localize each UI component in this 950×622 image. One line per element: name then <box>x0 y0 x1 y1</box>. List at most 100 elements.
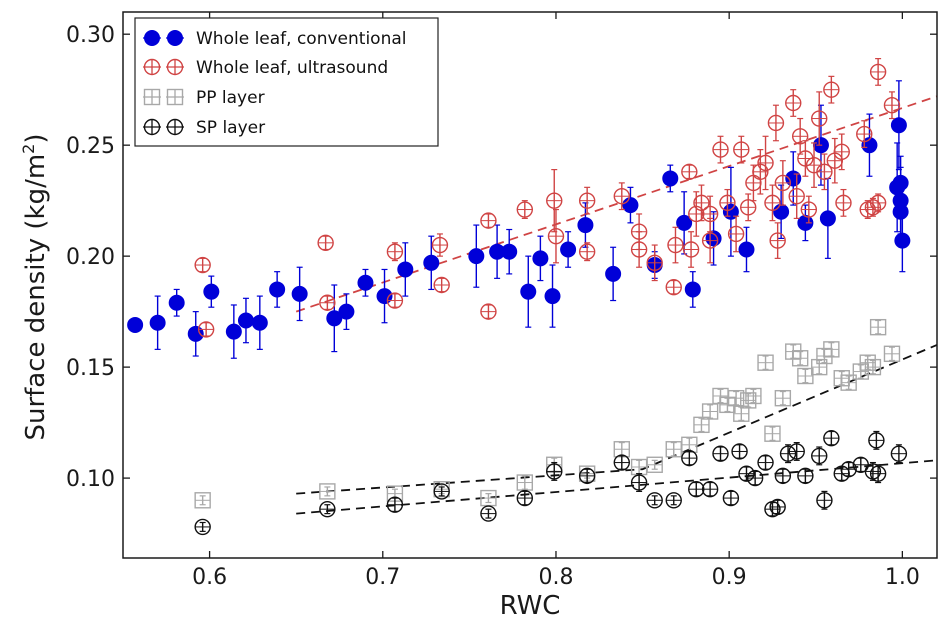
data-marker <box>681 163 698 181</box>
data-point <box>757 354 774 371</box>
data-marker-shape <box>811 447 828 465</box>
data-point <box>890 444 908 464</box>
data-marker <box>774 174 792 192</box>
data-marker <box>646 492 663 509</box>
legend-symbol-shape <box>143 58 161 76</box>
data-marker-shape <box>788 443 805 460</box>
data-marker-shape <box>868 432 885 449</box>
data-marker <box>757 354 774 371</box>
data-point <box>646 244 663 282</box>
data-marker-shape <box>544 288 561 305</box>
data-point <box>774 467 792 485</box>
data-point <box>149 295 166 350</box>
y-axis-title-space <box>21 230 51 238</box>
data-marker-shape <box>613 454 630 471</box>
data-point <box>701 480 719 498</box>
data-marker-shape <box>187 325 204 342</box>
data-marker-shape <box>774 174 792 192</box>
data-marker <box>605 265 622 282</box>
data-point <box>816 490 833 510</box>
data-marker-shape <box>769 498 786 516</box>
data-point <box>127 316 144 333</box>
data-marker <box>431 236 449 254</box>
data-marker <box>788 188 805 205</box>
y-axis-title: Surface density (kg/m2) <box>19 133 51 440</box>
data-marker-shape <box>338 303 355 320</box>
data-marker-shape <box>693 416 710 434</box>
data-marker <box>578 243 596 260</box>
data-marker <box>791 128 809 145</box>
data-marker <box>811 110 828 127</box>
data-point <box>578 467 596 485</box>
data-marker-shape <box>560 241 577 258</box>
data-point <box>701 195 719 233</box>
data-marker <box>291 285 308 302</box>
data-marker <box>745 387 762 405</box>
x-tick-label: 0.8 <box>538 565 573 590</box>
data-marker <box>764 194 781 212</box>
data-point <box>676 191 693 255</box>
data-marker <box>676 214 693 231</box>
data-marker <box>560 241 577 258</box>
data-marker-shape <box>681 163 698 181</box>
data-marker <box>869 194 887 212</box>
data-point <box>386 242 404 262</box>
data-point <box>338 293 355 330</box>
data-point <box>194 256 211 274</box>
data-marker-shape <box>791 350 809 367</box>
y-axis-title-name: Surface density <box>21 238 51 441</box>
data-marker-shape <box>194 492 211 509</box>
data-marker-shape <box>480 212 497 229</box>
data-marker <box>823 341 840 358</box>
data-marker-shape <box>833 143 850 161</box>
data-marker <box>769 232 786 249</box>
data-marker-shape <box>811 358 828 376</box>
data-marker <box>840 374 857 391</box>
data-marker-shape <box>738 465 755 482</box>
data-marker <box>769 498 786 516</box>
data-marker-shape <box>840 461 857 478</box>
data-point <box>712 135 729 164</box>
data-point <box>757 454 774 471</box>
data-marker <box>767 114 785 132</box>
data-marker <box>544 288 561 305</box>
legend-symbol <box>166 58 184 76</box>
y-tick-label: 0.25 <box>66 134 115 159</box>
data-marker <box>237 312 254 329</box>
data-marker-shape <box>774 467 792 485</box>
data-marker-shape <box>681 449 698 467</box>
legend-symbol <box>144 30 160 46</box>
data-point <box>769 222 786 259</box>
data-marker <box>613 454 630 471</box>
data-marker-shape <box>194 518 211 536</box>
data-marker <box>731 443 748 460</box>
data-point <box>701 403 719 420</box>
legend-symbol <box>143 118 161 136</box>
data-marker <box>682 241 700 258</box>
data-point <box>856 120 873 148</box>
data-marker <box>578 467 596 485</box>
data-marker <box>665 492 682 509</box>
legend-box <box>134 17 439 147</box>
x-axis-title: RWC <box>500 591 561 621</box>
data-marker-shape <box>816 492 833 509</box>
data-marker-shape <box>431 236 449 254</box>
data-point <box>397 242 414 297</box>
data-marker <box>779 445 797 462</box>
data-point <box>667 226 684 264</box>
data-point <box>788 441 805 461</box>
data-marker-shape <box>740 392 757 409</box>
data-marker-shape <box>752 163 769 181</box>
data-marker <box>693 416 710 434</box>
data-marker <box>532 250 549 267</box>
data-marker-shape <box>194 256 211 274</box>
data-point <box>835 188 852 217</box>
data-point <box>774 389 792 407</box>
data-marker <box>868 432 885 449</box>
data-point <box>578 242 596 262</box>
data-point <box>868 430 885 450</box>
data-point <box>816 153 833 191</box>
data-marker <box>547 227 565 245</box>
data-point <box>291 266 308 322</box>
data-point <box>520 255 537 328</box>
